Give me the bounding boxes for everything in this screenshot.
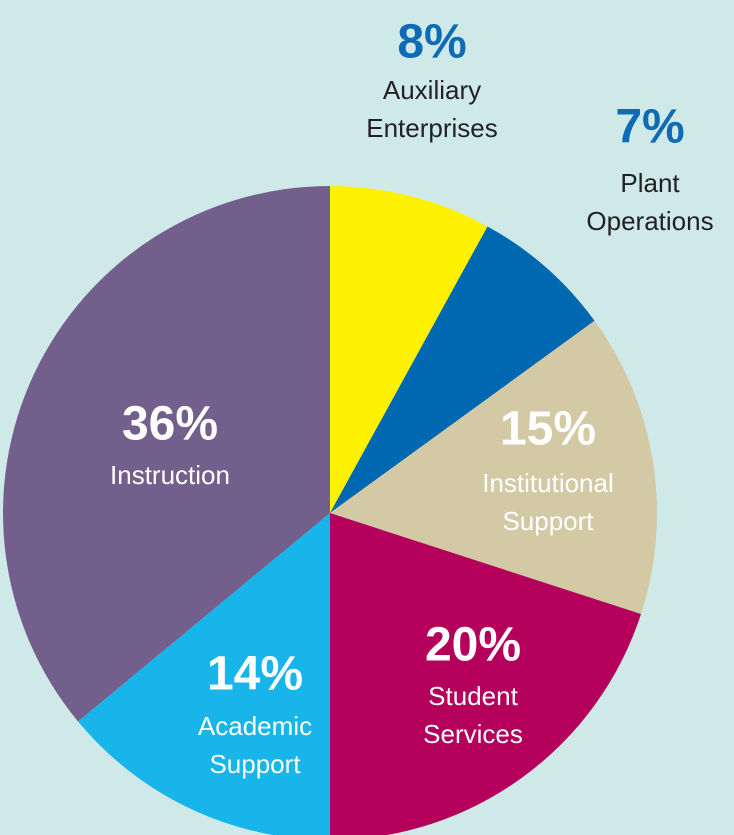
slice	[330, 320, 657, 615]
percent-label: 20%	[425, 619, 521, 672]
slice-name: Academic Support	[198, 711, 312, 779]
slice-name: Institutional Support	[482, 468, 614, 536]
labels: 8% Auxiliary Enterprises 7% Plant Operations 1…	[110, 16, 714, 779]
percent-label: 36%	[122, 398, 218, 451]
percent-label: 8%	[397, 16, 466, 69]
slice-name: Student Services	[423, 681, 523, 749]
slice	[78, 513, 330, 835]
slice-name: Plant Operations	[586, 168, 713, 236]
slice	[3, 186, 331, 722]
percent-label: 14%	[207, 648, 303, 701]
slice	[330, 513, 641, 835]
slice-name: Instruction	[110, 460, 230, 490]
pie	[3, 186, 657, 835]
slice-name: Auxiliary Enterprises	[366, 75, 498, 143]
percent-label: 7%	[615, 101, 684, 154]
slice	[330, 226, 595, 514]
percent-label: 15%	[500, 403, 596, 456]
slice	[330, 186, 488, 513]
